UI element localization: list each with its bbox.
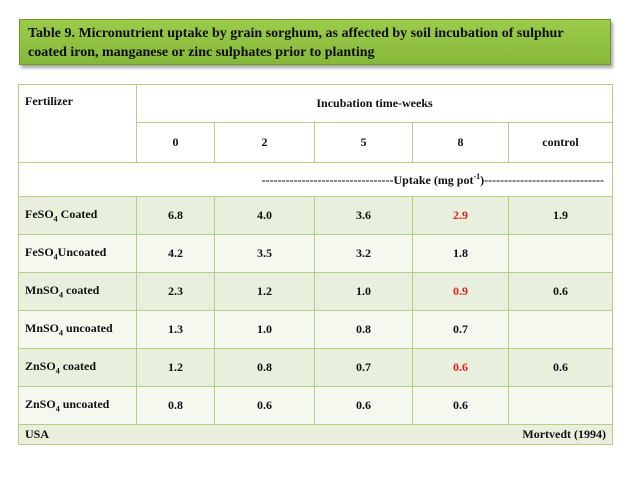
incubation-header: Incubation time-weeks (135, 84, 614, 123)
uptake-unit-row: ---------------------------------Uptake … (17, 162, 614, 197)
table-row: FeSO4 Coated 6.8 4.0 3.6 2.9 1.9 (18, 196, 614, 235)
uptake-value: 1.9 (507, 196, 614, 235)
footer-source: Mortvedt (1994) (522, 427, 607, 441)
table-row: MnSO4 uncoated 1.3 1.0 0.8 0.7 (18, 310, 614, 349)
uptake-value: 2.3 (136, 272, 215, 311)
fertilizer-label: ZnSO4 coated (18, 348, 137, 387)
uptake-value: 1.3 (136, 310, 215, 349)
uptake-value: 1.2 (136, 348, 215, 387)
uptake-value: 3.6 (314, 196, 413, 235)
table-row: FeSO4Uncoated 4.2 3.5 3.2 1.8 (18, 234, 614, 273)
fertilizer-name: FeSO (25, 207, 54, 222)
uptake-unit-exponent: -1 (473, 171, 481, 181)
uptake-value: 3.5 (214, 234, 315, 273)
fertilizer-type: uncoated (63, 321, 113, 336)
fertilizer-label: MnSO4 coated (18, 272, 137, 311)
uptake-value: 0.6 (314, 386, 413, 425)
fertilizer-header: Fertilizer (18, 84, 137, 163)
fertilizer-subscript: 4 (53, 214, 58, 224)
uptake-value: 0.9 (412, 272, 509, 311)
fertilizer-label: FeSO4 Coated (18, 196, 137, 235)
uptake-value: 2.9 (412, 196, 509, 235)
column-header: 5 (314, 122, 413, 163)
fertilizer-label: ZnSO4 uncoated (18, 386, 137, 425)
uptake-value: 0.6 (214, 386, 315, 425)
fertilizer-type: uncoated (59, 397, 110, 412)
fertilizer-name: ZnSO (25, 397, 56, 412)
fertilizer-label: FeSO4Uncoated (18, 234, 137, 273)
fertilizer-name: MnSO (25, 321, 60, 336)
fertilizer-subscript: 4 (59, 290, 64, 300)
fertilizer-name: MnSO (25, 283, 60, 298)
uptake-value (507, 310, 614, 349)
fertilizer-type: Coated (57, 207, 98, 222)
fertilizer-subscript: 4 (55, 366, 60, 376)
footer-row: USA Mortvedt (1994) (17, 424, 614, 445)
column-header: 2 (214, 122, 315, 163)
uptake-value: 0.7 (314, 348, 413, 387)
column-header: control (507, 122, 614, 163)
uptake-value: 4.2 (136, 234, 215, 273)
fertilizer-type: coated (59, 359, 97, 374)
fertilizer-name: ZnSO (25, 359, 56, 374)
uptake-table: Fertilizer Incubation time-weeks 0 2 5 8… (17, 84, 614, 445)
column-header: 8 (412, 122, 509, 163)
uptake-unit-label-end: )------------------------------ (480, 172, 605, 187)
uptake-value: 0.6 (507, 348, 614, 387)
uptake-value: 1.0 (214, 310, 315, 349)
uptake-value: 0.8 (314, 310, 413, 349)
uptake-value: 0.6 (507, 272, 614, 311)
uptake-value: 1.8 (412, 234, 509, 273)
fertilizer-label: MnSO4 uncoated (18, 310, 137, 349)
uptake-value: 6.8 (136, 196, 215, 235)
fertilizer-type: coated (63, 283, 100, 298)
table-row: ZnSO4 coated 1.2 0.8 0.7 0.6 0.6 (18, 348, 614, 387)
fertilizer-subscript: 4 (59, 328, 64, 338)
uptake-value: 3.2 (314, 234, 413, 273)
table-title: Table 9. Micronutrient uptake by grain s… (19, 19, 611, 65)
table-row: ZnSO4 uncoated 0.8 0.6 0.6 0.6 (18, 386, 614, 425)
column-header: 0 (136, 122, 215, 163)
fertilizer-name: FeSO (25, 245, 54, 260)
table-row: MnSO4 coated 2.3 1.2 1.0 0.9 0.6 (18, 272, 614, 311)
uptake-unit-label: ---------------------------------Uptake … (261, 172, 474, 187)
uptake-value: 0.8 (136, 386, 215, 425)
uptake-value: 0.8 (214, 348, 315, 387)
uptake-value: 0.6 (412, 386, 509, 425)
uptake-value (507, 234, 614, 273)
fertilizer-subscript: 4 (53, 252, 58, 262)
footer-country: USA (25, 427, 50, 441)
uptake-value: 0.6 (412, 348, 509, 387)
uptake-value (507, 386, 614, 425)
fertilizer-subscript: 4 (55, 404, 60, 414)
fertilizer-type: Uncoated (57, 245, 107, 260)
uptake-value: 1.0 (314, 272, 413, 311)
uptake-value: 1.2 (214, 272, 315, 311)
uptake-value: 4.0 (214, 196, 315, 235)
uptake-value: 0.7 (412, 310, 509, 349)
